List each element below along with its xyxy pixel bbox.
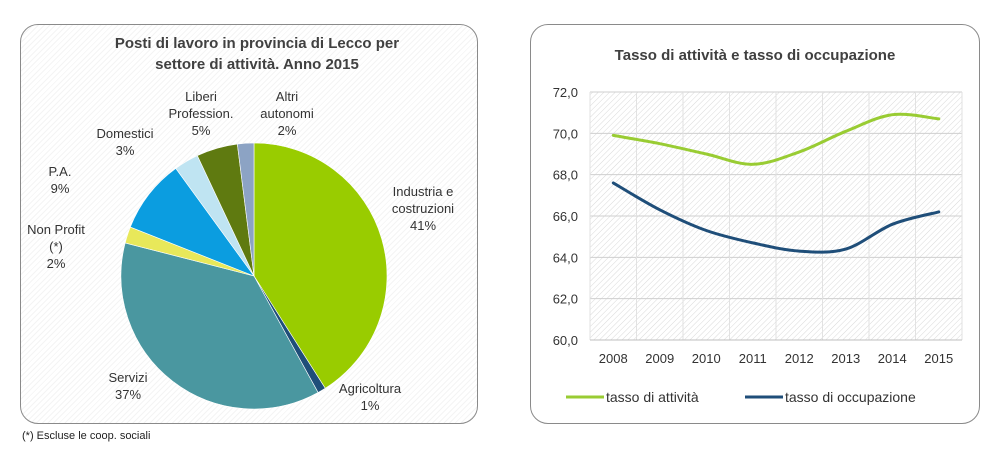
y-tick-label: 64,0 [553,250,578,265]
x-tick-label: 2012 [785,351,814,366]
pie-slice-label: Domestici [96,126,153,141]
legend-label: tasso di occupazione [785,389,916,405]
y-tick-label: 62,0 [553,292,578,307]
pie-slice-label: Non Profit [27,222,85,237]
pie-slice-label: (*) [49,239,63,254]
pie-slice-label: Servizi [108,370,147,385]
pie-slice-percent: 1% [361,398,380,413]
x-tick-label: 2015 [924,351,953,366]
pie-slice-label: Altri [276,89,299,104]
pie-slice-percent: 9% [51,181,70,196]
pie-slice-percent: 2% [278,123,297,138]
pie-slice-percent: 2% [47,256,66,271]
y-tick-label: 66,0 [553,209,578,224]
x-tick-label: 2009 [645,351,674,366]
y-tick-label: 60,0 [553,333,578,348]
pie-slice-label: Agricoltura [339,381,402,396]
legend-label: tasso di attività [606,389,699,405]
pie-slice [120,242,319,410]
y-tick-label: 68,0 [553,168,578,183]
series-line [611,112,941,166]
pie-slice-label: Industria e [393,184,454,199]
series-line [611,181,941,254]
pie-slice-percent: 37% [115,387,141,402]
pie-slice-percent: 3% [116,143,135,158]
x-tick-label: 2013 [831,351,860,366]
x-tick-label: 2011 [739,351,767,366]
x-tick-label: 2010 [692,351,721,366]
x-tick-label: 2008 [599,351,628,366]
pie-slice-label: Liberi [185,89,217,104]
y-tick-label: 70,0 [553,126,578,141]
pie-slice-percent: 5% [192,123,211,138]
pie-slice-label: P.A. [49,164,72,179]
pie-slice-percent: 41% [410,218,436,233]
line-chart-title: Tasso di attività e tasso di occupazione [615,47,896,64]
pie-slice [253,142,388,389]
pie-slice-label: Profession. [168,106,233,121]
y-tick-label: 72,0 [553,85,578,100]
pie-title-line: Posti di lavoro in provincia di Lecco pe… [115,35,399,52]
pie-slice-label: autonomi [260,106,314,121]
pie-slice-label: costruzioni [392,201,454,216]
x-tick-label: 2014 [878,351,907,366]
footnote: (*) Escluse le coop. sociali [22,430,151,442]
pie-slice [236,142,255,277]
pie-title-line: settore di attività. Anno 2015 [155,56,359,73]
